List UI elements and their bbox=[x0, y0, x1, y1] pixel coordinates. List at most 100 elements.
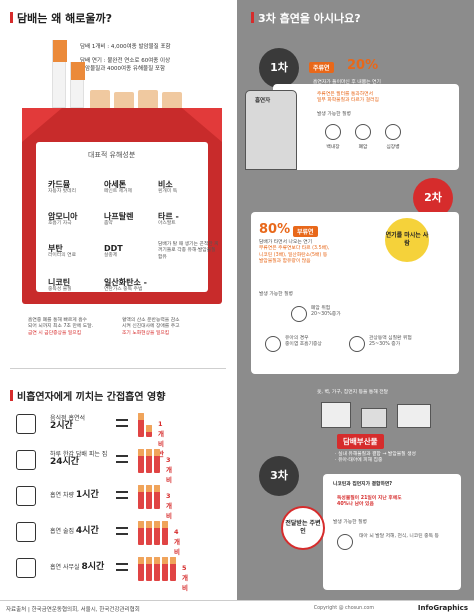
cigarette-mark bbox=[154, 521, 160, 545]
mainstream-tag: 주류연 bbox=[309, 62, 334, 73]
stage-2-d3: 관상동맥 심질환 위험 25~30% 증가 bbox=[369, 336, 412, 348]
equals-icon bbox=[116, 491, 128, 499]
third-hand-bubble: 전달받는 주변인 bbox=[281, 506, 325, 550]
exposure-row-home: 하루 한갑 담배 피는 집 24시간 3개비 bbox=[12, 448, 226, 484]
cigarette-mark bbox=[138, 413, 144, 437]
exposure-row-restaurant: 음식점 흡연석 2시간 1개비 반 bbox=[12, 412, 226, 458]
stage-3-disease-title: 발생 가능한 질병 bbox=[333, 520, 367, 525]
disease-heart: 심장병 bbox=[386, 145, 400, 150]
cigarette-mark bbox=[146, 521, 152, 545]
substance-tar: 타르 - 아스팔트 bbox=[158, 212, 179, 226]
co-note: 혈액의 산소 운반능력을 감소 시켜 신진대사에 장애를 주고 조기 노화현상을… bbox=[122, 318, 180, 336]
nicotine-note: 흡연중 폐를 통해 빠르게 흡수 되어 뇌까지 최소 7초 만에 도달. 금연 … bbox=[28, 318, 94, 336]
stage-2-d2: 유아의 경우 중이염 호흡기증상 bbox=[285, 336, 322, 348]
substance-ammonia: 암모니아 호흡기 자극 bbox=[48, 212, 78, 226]
cigarette-count: 3개비 bbox=[166, 492, 172, 520]
right-title: 3차 흡연을 아시나요? bbox=[251, 10, 361, 26]
building-icon bbox=[16, 522, 36, 542]
stage-3-caption: 옷, 벽, 가구, 집먼지 등을 통해 전달 bbox=[317, 390, 389, 395]
cigarette-mark bbox=[146, 485, 152, 509]
disease-lung-cancer: 폐암 bbox=[358, 145, 368, 150]
second-hand-bubble: 연기를 마시는 사람 bbox=[385, 218, 429, 262]
sidestream-pct: 80% bbox=[259, 222, 291, 237]
stage-1-disease-title: 발생 가능한 질병 bbox=[317, 112, 351, 117]
stage-1-desc-1: 흡연자가 들이마신 후 내뿜는 연기 bbox=[313, 80, 381, 85]
substance-arsenic: 비소 흰개미 독 bbox=[158, 180, 178, 194]
equals-icon bbox=[116, 563, 128, 571]
cigarette-mark bbox=[138, 557, 144, 581]
heart-icon bbox=[385, 124, 401, 140]
mainstream-pct: 20% bbox=[347, 58, 379, 73]
exposure-row-office: 흡연 사무실 8시간 5개비 bbox=[12, 556, 226, 592]
equals-icon bbox=[116, 527, 128, 535]
stage-1-desc: 주류연은 필터를 통과하면서 일부 화학물질과 타르가 걸러짐 bbox=[317, 92, 379, 104]
pack-contents bbox=[36, 142, 208, 292]
restaurant-icon bbox=[16, 414, 36, 434]
substance-cadmium: 카드뮴 자동차 밧데리 bbox=[48, 180, 77, 194]
heart-icon bbox=[349, 336, 365, 352]
cigarette-mark bbox=[138, 449, 144, 473]
stage-3-disease: 태아 뇌 발달 저해, 천식, 니코틴 중독 등 bbox=[359, 534, 439, 539]
fact-1: 담배 1개비 : 4,000여종 발암물질 포함 bbox=[80, 44, 171, 50]
cigarette-count: 5개비 bbox=[182, 564, 188, 592]
cigarette-mark bbox=[154, 557, 160, 581]
lung-icon bbox=[355, 124, 371, 140]
cigarette-mark bbox=[138, 485, 144, 509]
stage-3-question: 니코틴과 집먼지가 결합하면? bbox=[333, 482, 393, 487]
stage-2-disease-title: 발생 가능한 질병 bbox=[259, 292, 293, 297]
stage-3-card bbox=[323, 474, 461, 590]
stage-2-desc: 담배가 타면서 나오는 연기 부류연은 주류연보다 타르 (3.5배), 니코틴… bbox=[259, 240, 330, 265]
exposure-row-car: 흡연 차량 1시간 3개비 bbox=[12, 484, 226, 520]
substance-naphthalene: 나프탈렌 좀약 bbox=[104, 212, 134, 226]
sidestream-tag: 부류연 bbox=[293, 226, 318, 237]
car-icon bbox=[16, 486, 36, 506]
stage-3-answer: 독성물질이 21일이 지난 후에도 40%나 남아 있음 bbox=[337, 496, 402, 508]
cigarette-mark bbox=[138, 521, 144, 545]
fact-2: 담배 연기 : 불완전 연소로 60여종 이상 발암물질과 4000여종 유해물… bbox=[80, 58, 171, 72]
disease-cataract: 백내장 bbox=[326, 145, 340, 150]
infographics-logo: InfoGraphics bbox=[417, 604, 468, 612]
substance-ddt: DDT 살충제 bbox=[104, 244, 123, 258]
baby-icon bbox=[265, 336, 281, 352]
cigarette-count: 4개비 bbox=[174, 528, 180, 556]
cigarette-mark bbox=[154, 485, 160, 509]
right-panel: 3차 흡연을 아시나요? 1차 흡연자 주류연 20% 흡연자가 들이마신 후 … bbox=[237, 0, 474, 600]
source-credit: 자료출처 | 한국금연운동협의회, 서울시, 한국건강관리협회 bbox=[6, 607, 140, 613]
office-icon bbox=[16, 558, 36, 578]
smoker-figure bbox=[245, 90, 297, 170]
cigarette-mark bbox=[146, 557, 152, 581]
substance-co: 일산화탄소 - 연탄가스 중독 주범 bbox=[104, 278, 147, 292]
stage-1-badge: 1차 bbox=[259, 48, 299, 88]
tar-note: 담배가 탈 때 생기는 끈적한 찌꺼기들로 각종 유해·발암물질 함유 bbox=[158, 242, 219, 260]
exposure-row-bar: 흡연 술집 4시간 4개비 bbox=[12, 520, 226, 556]
cigarette-mark bbox=[154, 449, 160, 473]
cigarette-count: 3개비 bbox=[166, 456, 172, 484]
cigarette-mark bbox=[146, 425, 152, 437]
cigarette-pack bbox=[22, 108, 222, 304]
lung-icon bbox=[291, 306, 307, 322]
stage-3-badge: 3차 bbox=[259, 456, 299, 496]
cigarette-count: 1개비 반 bbox=[158, 420, 164, 458]
home-icon bbox=[16, 450, 36, 470]
eye-icon bbox=[325, 124, 341, 140]
substance-acetone: 아세톤 페인트 제거제 bbox=[104, 180, 133, 194]
left-panel: 담배는 왜 해로울까? 담배 1개비 : 4,000여종 발암물질 포함 담배 … bbox=[0, 0, 237, 600]
equals-icon bbox=[116, 419, 128, 427]
stage-2-d1: 폐암 위험 20~30%증가 bbox=[311, 306, 341, 318]
stage-2-badge: 2차 bbox=[413, 178, 453, 218]
byproduct-tag: 담배부산물 bbox=[337, 434, 384, 449]
stage-3-bullets: 실내 유해물질과 결합 → 발암물질 생성 유아·태아에 피해 집중 bbox=[335, 452, 416, 465]
section-divider bbox=[10, 368, 226, 369]
copyright: Copyright @ chosun.com bbox=[313, 606, 374, 611]
equals-icon bbox=[116, 455, 128, 463]
left-top-title: 담배는 왜 해로울까? bbox=[10, 10, 112, 26]
left-bottom-title: 비흡연자에게 끼치는 간접흡연 영향 bbox=[10, 388, 165, 403]
smoker-label: 흡연자 bbox=[255, 98, 271, 104]
substance-butane: 부탄 라이터의 연료 bbox=[48, 244, 77, 258]
cigarette-mark bbox=[162, 521, 168, 545]
substance-nicotine: 니코틴 중독성 물질 bbox=[48, 278, 72, 292]
cigarette-mark bbox=[170, 557, 176, 581]
cigarette-mark bbox=[146, 449, 152, 473]
baby-icon bbox=[337, 534, 353, 550]
footer: 자료출처 | 한국금연운동협의회, 서울시, 한국건강관리협회 Copyrigh… bbox=[0, 600, 474, 616]
